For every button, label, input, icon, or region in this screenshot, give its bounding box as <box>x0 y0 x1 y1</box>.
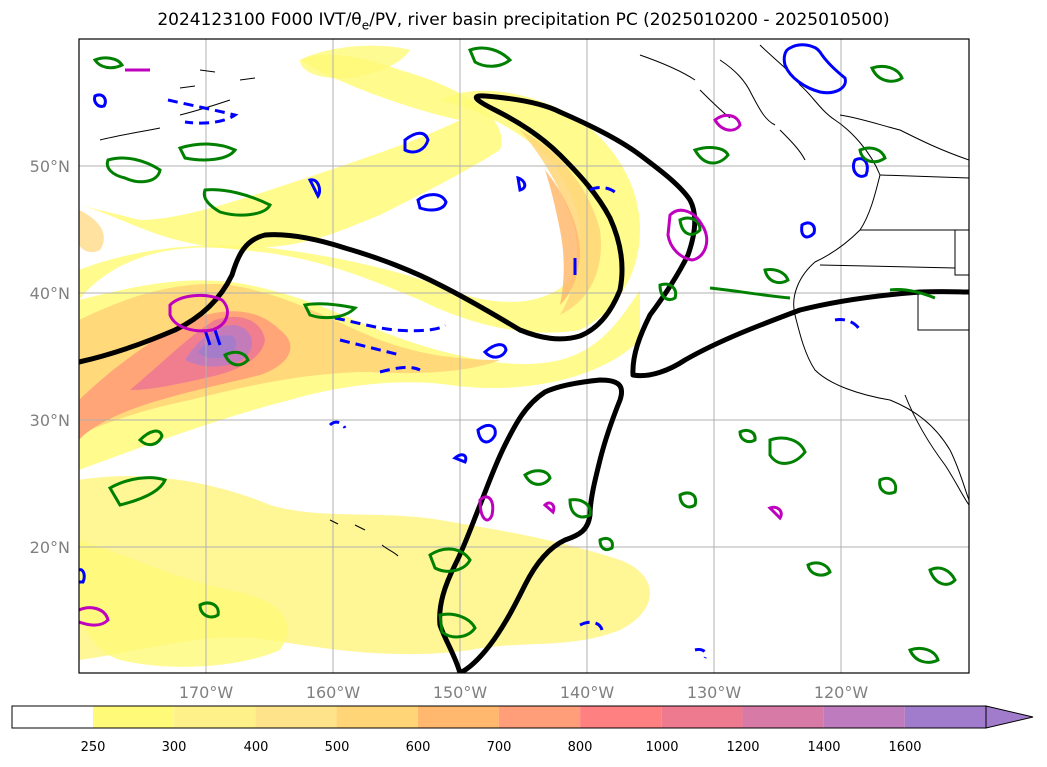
lat-label-50: 50°N <box>30 157 70 176</box>
map-title: 2024123100 F000 IVT/θe/PV, river basin p… <box>157 10 890 33</box>
colorbar-tick-label: 1400 <box>807 740 840 755</box>
colorbar-cell <box>12 706 93 728</box>
lon-label-120w: 120°W <box>814 683 869 702</box>
pc-contours-green <box>92 46 957 664</box>
lat-label-30: 30°N <box>30 411 70 430</box>
latitude-labels: 20°N 30°N 40°N 50°N <box>30 157 70 557</box>
ivt-shade-400 <box>79 210 104 253</box>
ivt-shade-700 <box>545 170 580 305</box>
colorbar-cells <box>12 706 986 728</box>
colorbar-tick-label: 700 <box>487 740 512 755</box>
colorbar-tick-label: 500 <box>325 740 350 755</box>
ivt-shade-400 <box>79 284 500 435</box>
colorbar-tick-label: 600 <box>406 740 431 755</box>
colorbar-cell <box>661 706 743 728</box>
lon-label-130w: 130°W <box>687 683 742 702</box>
lon-label-150w: 150°W <box>433 683 488 702</box>
ivt-shade-400 <box>520 130 601 315</box>
coastline-north-america <box>99 44 969 557</box>
colorbar: 250 300 400 500 600 700 800 1000 1200 14… <box>11 705 1034 755</box>
theta-e-contours <box>79 93 969 673</box>
colorbar-cell <box>823 706 905 728</box>
colorbar-cell <box>255 706 337 728</box>
colorbar-tick-label: 300 <box>162 740 187 755</box>
pv-contours-dashed <box>167 98 862 659</box>
colorbar-extend-arrow <box>985 705 1034 729</box>
ivt-shade-250 <box>300 45 410 79</box>
colorbar-cell <box>498 706 581 728</box>
lon-label-160w: 160°W <box>306 683 361 702</box>
ivt-shade-250 <box>79 54 502 249</box>
colorbar-cell <box>742 706 824 728</box>
colorbar-cell <box>336 706 418 728</box>
map-border <box>78 38 970 674</box>
colorbar-cell <box>580 706 662 728</box>
ivt-shade-250 <box>79 90 640 333</box>
colorbar-cell <box>93 706 175 728</box>
colorbar-tick-label: 250 <box>81 740 106 755</box>
colorbar-cell <box>417 706 499 728</box>
colorbar-cell <box>174 706 256 728</box>
colorbar-tick-label: 1600 <box>888 740 921 755</box>
colorbar-tick-label: 400 <box>244 740 269 755</box>
longitude-labels: 170°W 160°W 150°W 140°W 130°W 120°W <box>179 683 869 702</box>
colorbar-cell <box>904 706 986 728</box>
colorbar-tick-label: 1200 <box>726 740 759 755</box>
lon-label-170w: 170°W <box>179 683 234 702</box>
ivt-shade-250 <box>79 540 288 667</box>
pv-contours <box>79 43 869 584</box>
colorbar-labels: 250 300 400 500 600 700 800 1000 1200 14… <box>81 740 922 755</box>
lat-label-20: 20°N <box>30 538 70 557</box>
lat-label-40: 40°N <box>30 284 70 303</box>
pc-contours-magenta <box>79 68 783 627</box>
colorbar-tick-label: 800 <box>568 740 593 755</box>
colorbar-tick-label: 1000 <box>645 740 678 755</box>
lon-label-140w: 140°W <box>560 683 615 702</box>
colorbar-outline <box>11 705 987 729</box>
